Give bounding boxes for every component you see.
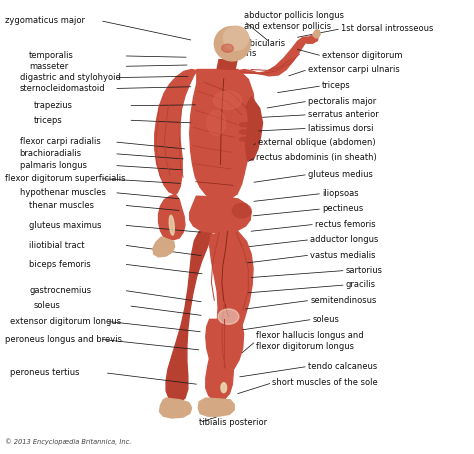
Text: flexor digitorum superficialis: flexor digitorum superficialis: [5, 174, 126, 183]
Text: gracilis: gracilis: [346, 281, 376, 290]
Text: peroneus longus and brevis: peroneus longus and brevis: [5, 335, 122, 344]
Ellipse shape: [239, 123, 250, 127]
Polygon shape: [306, 35, 318, 43]
Polygon shape: [217, 59, 237, 69]
Text: 1st dorsal introsseous: 1st dorsal introsseous: [341, 24, 433, 33]
Text: peroneus tertius: peroneus tertius: [10, 368, 80, 377]
Text: flexor hallucis longus and
flexor digitorum longus: flexor hallucis longus and flexor digito…: [256, 331, 364, 351]
Text: trapezius: trapezius: [34, 101, 73, 110]
Circle shape: [223, 26, 249, 50]
Text: vastus medialis: vastus medialis: [310, 251, 376, 260]
Text: adductor longus: adductor longus: [310, 235, 379, 244]
Polygon shape: [190, 69, 255, 201]
Text: soleus: soleus: [313, 315, 339, 324]
Text: digastric and stylohyoid: digastric and stylohyoid: [19, 73, 120, 82]
Text: latissimus dorsi: latissimus dorsi: [308, 124, 374, 133]
Text: gluteus medius: gluteus medius: [308, 170, 373, 179]
Text: external oblique (abdomen): external oblique (abdomen): [258, 138, 376, 147]
Ellipse shape: [207, 110, 226, 135]
Text: extensor carpi ulnaris: extensor carpi ulnaris: [308, 65, 400, 74]
Text: hypothenar muscles: hypothenar muscles: [19, 188, 106, 197]
Text: iliotibial tract: iliotibial tract: [29, 241, 84, 250]
Polygon shape: [192, 160, 245, 200]
Polygon shape: [206, 318, 244, 373]
Text: iliopsoas: iliopsoas: [322, 189, 359, 198]
Polygon shape: [246, 97, 263, 160]
Polygon shape: [155, 69, 198, 194]
Text: gastrocnemius: gastrocnemius: [29, 286, 91, 295]
Polygon shape: [190, 196, 251, 232]
Text: brachioradialis: brachioradialis: [19, 149, 82, 158]
Polygon shape: [198, 398, 234, 416]
Polygon shape: [153, 237, 174, 257]
Text: palmaris longus: palmaris longus: [19, 161, 87, 170]
Text: abductor pollicis longus
and extensor pollicis: abductor pollicis longus and extensor po…: [244, 11, 344, 31]
Text: sternocleidomastoid: sternocleidomastoid: [19, 84, 105, 93]
Ellipse shape: [169, 215, 174, 235]
Ellipse shape: [239, 130, 250, 134]
Text: tendo calcaneus: tendo calcaneus: [308, 362, 377, 371]
Text: serratus anterior: serratus anterior: [308, 110, 379, 119]
Text: triceps: triceps: [34, 116, 63, 125]
Polygon shape: [237, 37, 308, 76]
Ellipse shape: [239, 137, 250, 141]
Text: short muscles of the sole: short muscles of the sole: [273, 378, 378, 387]
Circle shape: [214, 26, 250, 61]
Text: sartorius: sartorius: [346, 266, 383, 275]
Text: masseter: masseter: [29, 62, 68, 71]
Text: temporalis: temporalis: [29, 51, 74, 60]
Text: pectoralis major: pectoralis major: [308, 97, 376, 106]
Text: soleus: soleus: [34, 301, 61, 310]
Ellipse shape: [221, 383, 227, 393]
Polygon shape: [206, 232, 253, 401]
Polygon shape: [166, 232, 212, 403]
Ellipse shape: [222, 44, 234, 52]
Text: rectus femoris: rectus femoris: [315, 220, 375, 229]
Text: pectineus: pectineus: [322, 204, 363, 213]
Text: thenar muscles: thenar muscles: [29, 201, 94, 210]
Text: tibialis posterior: tibialis posterior: [199, 418, 267, 427]
Polygon shape: [158, 194, 185, 240]
Ellipse shape: [232, 203, 251, 218]
Text: gluteus maximus: gluteus maximus: [29, 221, 101, 230]
Text: rectus abdominis (in sheath): rectus abdominis (in sheath): [256, 153, 377, 162]
Text: triceps: triceps: [322, 81, 351, 90]
Text: zygomaticus major: zygomaticus major: [5, 16, 85, 25]
Text: orbicularis
oris: orbicularis oris: [242, 39, 286, 58]
Text: flexor carpi radialis: flexor carpi radialis: [19, 138, 100, 146]
Polygon shape: [159, 398, 191, 418]
Text: extensor digitorum longus: extensor digitorum longus: [10, 316, 121, 326]
Ellipse shape: [218, 309, 239, 324]
Text: extensor digitorum: extensor digitorum: [322, 51, 402, 60]
Text: semitendinosus: semitendinosus: [310, 296, 377, 305]
Ellipse shape: [213, 91, 242, 109]
Text: © 2013 Encyclopædia Britannica, Inc.: © 2013 Encyclopædia Britannica, Inc.: [5, 439, 132, 445]
Polygon shape: [313, 30, 320, 38]
Text: biceps femoris: biceps femoris: [29, 260, 91, 269]
